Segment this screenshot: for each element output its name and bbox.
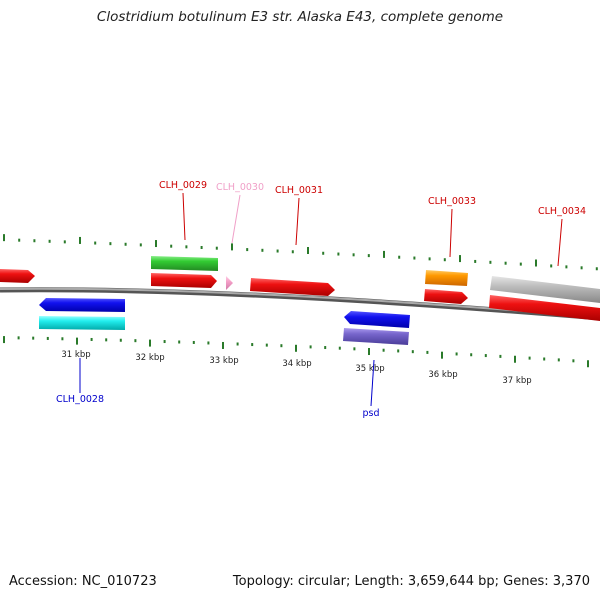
gene-arrow-clh-0034[interactable] <box>489 295 600 321</box>
gene-bar-orange[interactable] <box>425 270 468 286</box>
scale-tick-label: 33 kbp <box>209 356 238 366</box>
callout-line <box>557 218 563 267</box>
gene-bar-purple[interactable] <box>343 328 409 345</box>
inner-tick-row <box>3 336 589 368</box>
gene-label[interactable]: CLH_0033 <box>428 196 476 207</box>
gene-bar-cyan[interactable] <box>39 316 125 330</box>
scale-tick-label: 37 kbp <box>502 376 531 386</box>
scale-tick-label: 35 kbp <box>355 364 384 374</box>
gene-arrow-clh-0028[interactable] <box>39 298 125 312</box>
gene-arrow-clh-0030[interactable] <box>226 276 233 290</box>
gene-label[interactable]: CLH_0029 <box>159 180 207 191</box>
gene-arrow-edge-left[interactable] <box>0 269 35 283</box>
gene-arrow-clh-0033[interactable] <box>424 289 468 304</box>
scale-tick-labels: 31 kbp 32 kbp 33 kbp 34 kbp 35 kbp 36 kbp 37 k… <box>61 350 531 386</box>
callout-line <box>182 192 186 241</box>
map-title: Clostridium botulinum E3 str. Alaska E43… <box>96 9 504 25</box>
outer-tick-row <box>3 234 598 271</box>
callout-line <box>449 208 453 258</box>
gene-label[interactable]: CLH_0034 <box>538 206 586 217</box>
gene-label[interactable]: CLH_0030 <box>216 182 264 193</box>
callout-line <box>370 359 375 407</box>
scale-tick-label: 34 kbp <box>282 359 311 369</box>
gene-arrow-clh-0031[interactable] <box>250 278 335 296</box>
genome-stats-label: Topology: circular; Length: 3,659,644 bp… <box>232 574 590 589</box>
scale-tick-label: 31 kbp <box>61 350 90 360</box>
scale-tick-label: 32 kbp <box>135 353 164 363</box>
gene-arrow-psd[interactable] <box>344 311 410 328</box>
gene-label[interactable]: psd <box>362 408 379 419</box>
gene-arrow-clh-0029[interactable] <box>151 273 217 288</box>
callout-line <box>231 194 241 244</box>
gene-label[interactable]: CLH_0028 <box>56 394 104 405</box>
callout-line <box>295 197 300 246</box>
accession-label: Accession: NC_010723 <box>9 574 157 589</box>
gene-bar-gray[interactable] <box>490 276 600 303</box>
scale-tick-label: 36 kbp <box>428 370 457 380</box>
gene-bar-green[interactable] <box>151 256 218 271</box>
gene-label[interactable]: CLH_0031 <box>275 185 323 196</box>
